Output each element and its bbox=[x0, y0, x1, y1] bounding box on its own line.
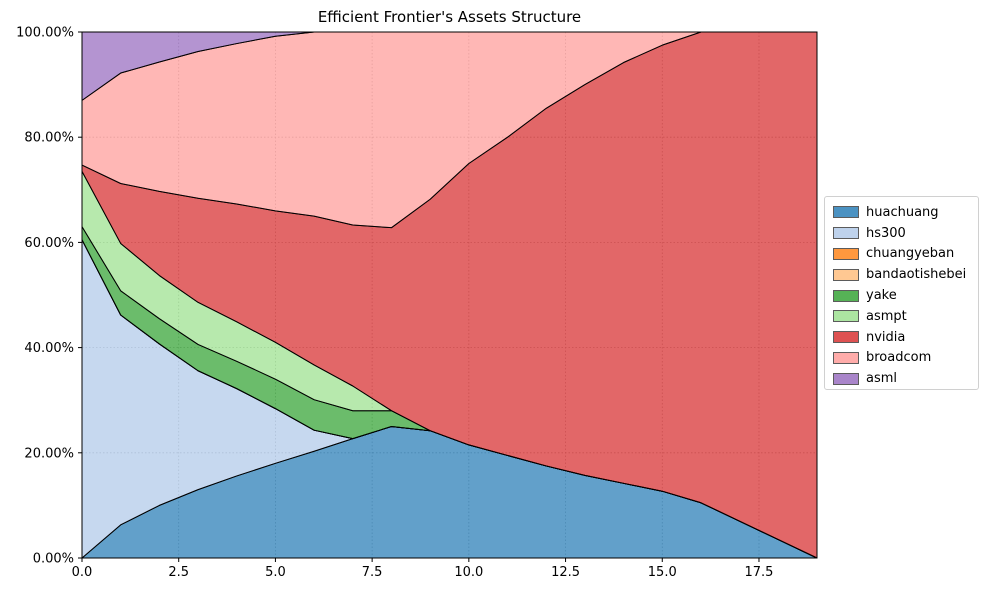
x-tick-label: 2.5 bbox=[168, 565, 189, 580]
legend-item-nvidia: nvidia bbox=[833, 327, 978, 348]
legend-item-broadcom: broadcom bbox=[833, 348, 978, 369]
legend-label: huachuang bbox=[866, 204, 939, 220]
y-tick-label: 0.00% bbox=[33, 552, 74, 567]
y-tick-label: 80.00% bbox=[24, 131, 74, 146]
legend-item-asmpt: asmpt bbox=[833, 306, 978, 327]
legend-swatch bbox=[833, 331, 859, 344]
y-tick-label: 20.00% bbox=[24, 446, 74, 461]
legend-item-bandaotishebei: bandaotishebei bbox=[833, 264, 978, 285]
x-tick-label: 5.0 bbox=[265, 565, 286, 580]
chart-title: Efficient Frontier's Assets Structure bbox=[317, 8, 582, 26]
area-layers bbox=[81, 31, 818, 559]
x-tick-label: 17.5 bbox=[744, 565, 773, 580]
legend-label: yake bbox=[866, 288, 897, 304]
legend-item-chuangyeban: chuangyeban bbox=[833, 244, 978, 265]
y-tick-label: 40.00% bbox=[24, 341, 74, 356]
legend: huachuang hs300 chuangyeban bandaotishebei y… bbox=[824, 196, 979, 390]
plot-border bbox=[81, 31, 818, 559]
legend-label: bandaotishebei bbox=[866, 267, 967, 283]
legend-item-huachuang: huachuang bbox=[833, 202, 978, 223]
legend-label: nvidia bbox=[866, 329, 906, 345]
legend-swatch bbox=[833, 247, 859, 260]
plot-frame bbox=[81, 31, 818, 559]
legend-swatch bbox=[833, 268, 859, 281]
legend-swatch bbox=[833, 206, 859, 219]
y-tick-label: 60.00% bbox=[24, 236, 74, 251]
x-tick-label: 12.5 bbox=[551, 565, 580, 580]
legend-item-asml: asml bbox=[833, 368, 978, 389]
x-tick-label: 10.0 bbox=[454, 565, 483, 580]
legend-swatch bbox=[833, 372, 859, 385]
legend-swatch bbox=[833, 227, 859, 240]
legend-swatch bbox=[833, 310, 859, 323]
legend-label: asmpt bbox=[866, 308, 907, 324]
y-axis: 0.00% 20.00% 40.00% 60.00% 80.00% 100.00% bbox=[16, 26, 82, 567]
x-axis: 0.0 2.5 5.0 7.5 10.0 12.5 15.0 17.5 bbox=[72, 558, 773, 580]
legend-label: chuangyeban bbox=[866, 246, 955, 262]
legend-swatch bbox=[833, 289, 859, 302]
y-tick-label: 100.00% bbox=[16, 26, 74, 41]
legend-item-yake: yake bbox=[833, 285, 978, 306]
legend-item-hs300: hs300 bbox=[833, 223, 978, 244]
legend-label: asml bbox=[866, 371, 898, 387]
x-tick-label: 7.5 bbox=[362, 565, 383, 580]
legend-label: broadcom bbox=[866, 350, 932, 366]
legend-label: hs300 bbox=[866, 225, 906, 241]
legend-swatch bbox=[833, 351, 859, 364]
x-tick-label: 15.0 bbox=[648, 565, 677, 580]
x-tick-label: 0.0 bbox=[72, 565, 93, 580]
